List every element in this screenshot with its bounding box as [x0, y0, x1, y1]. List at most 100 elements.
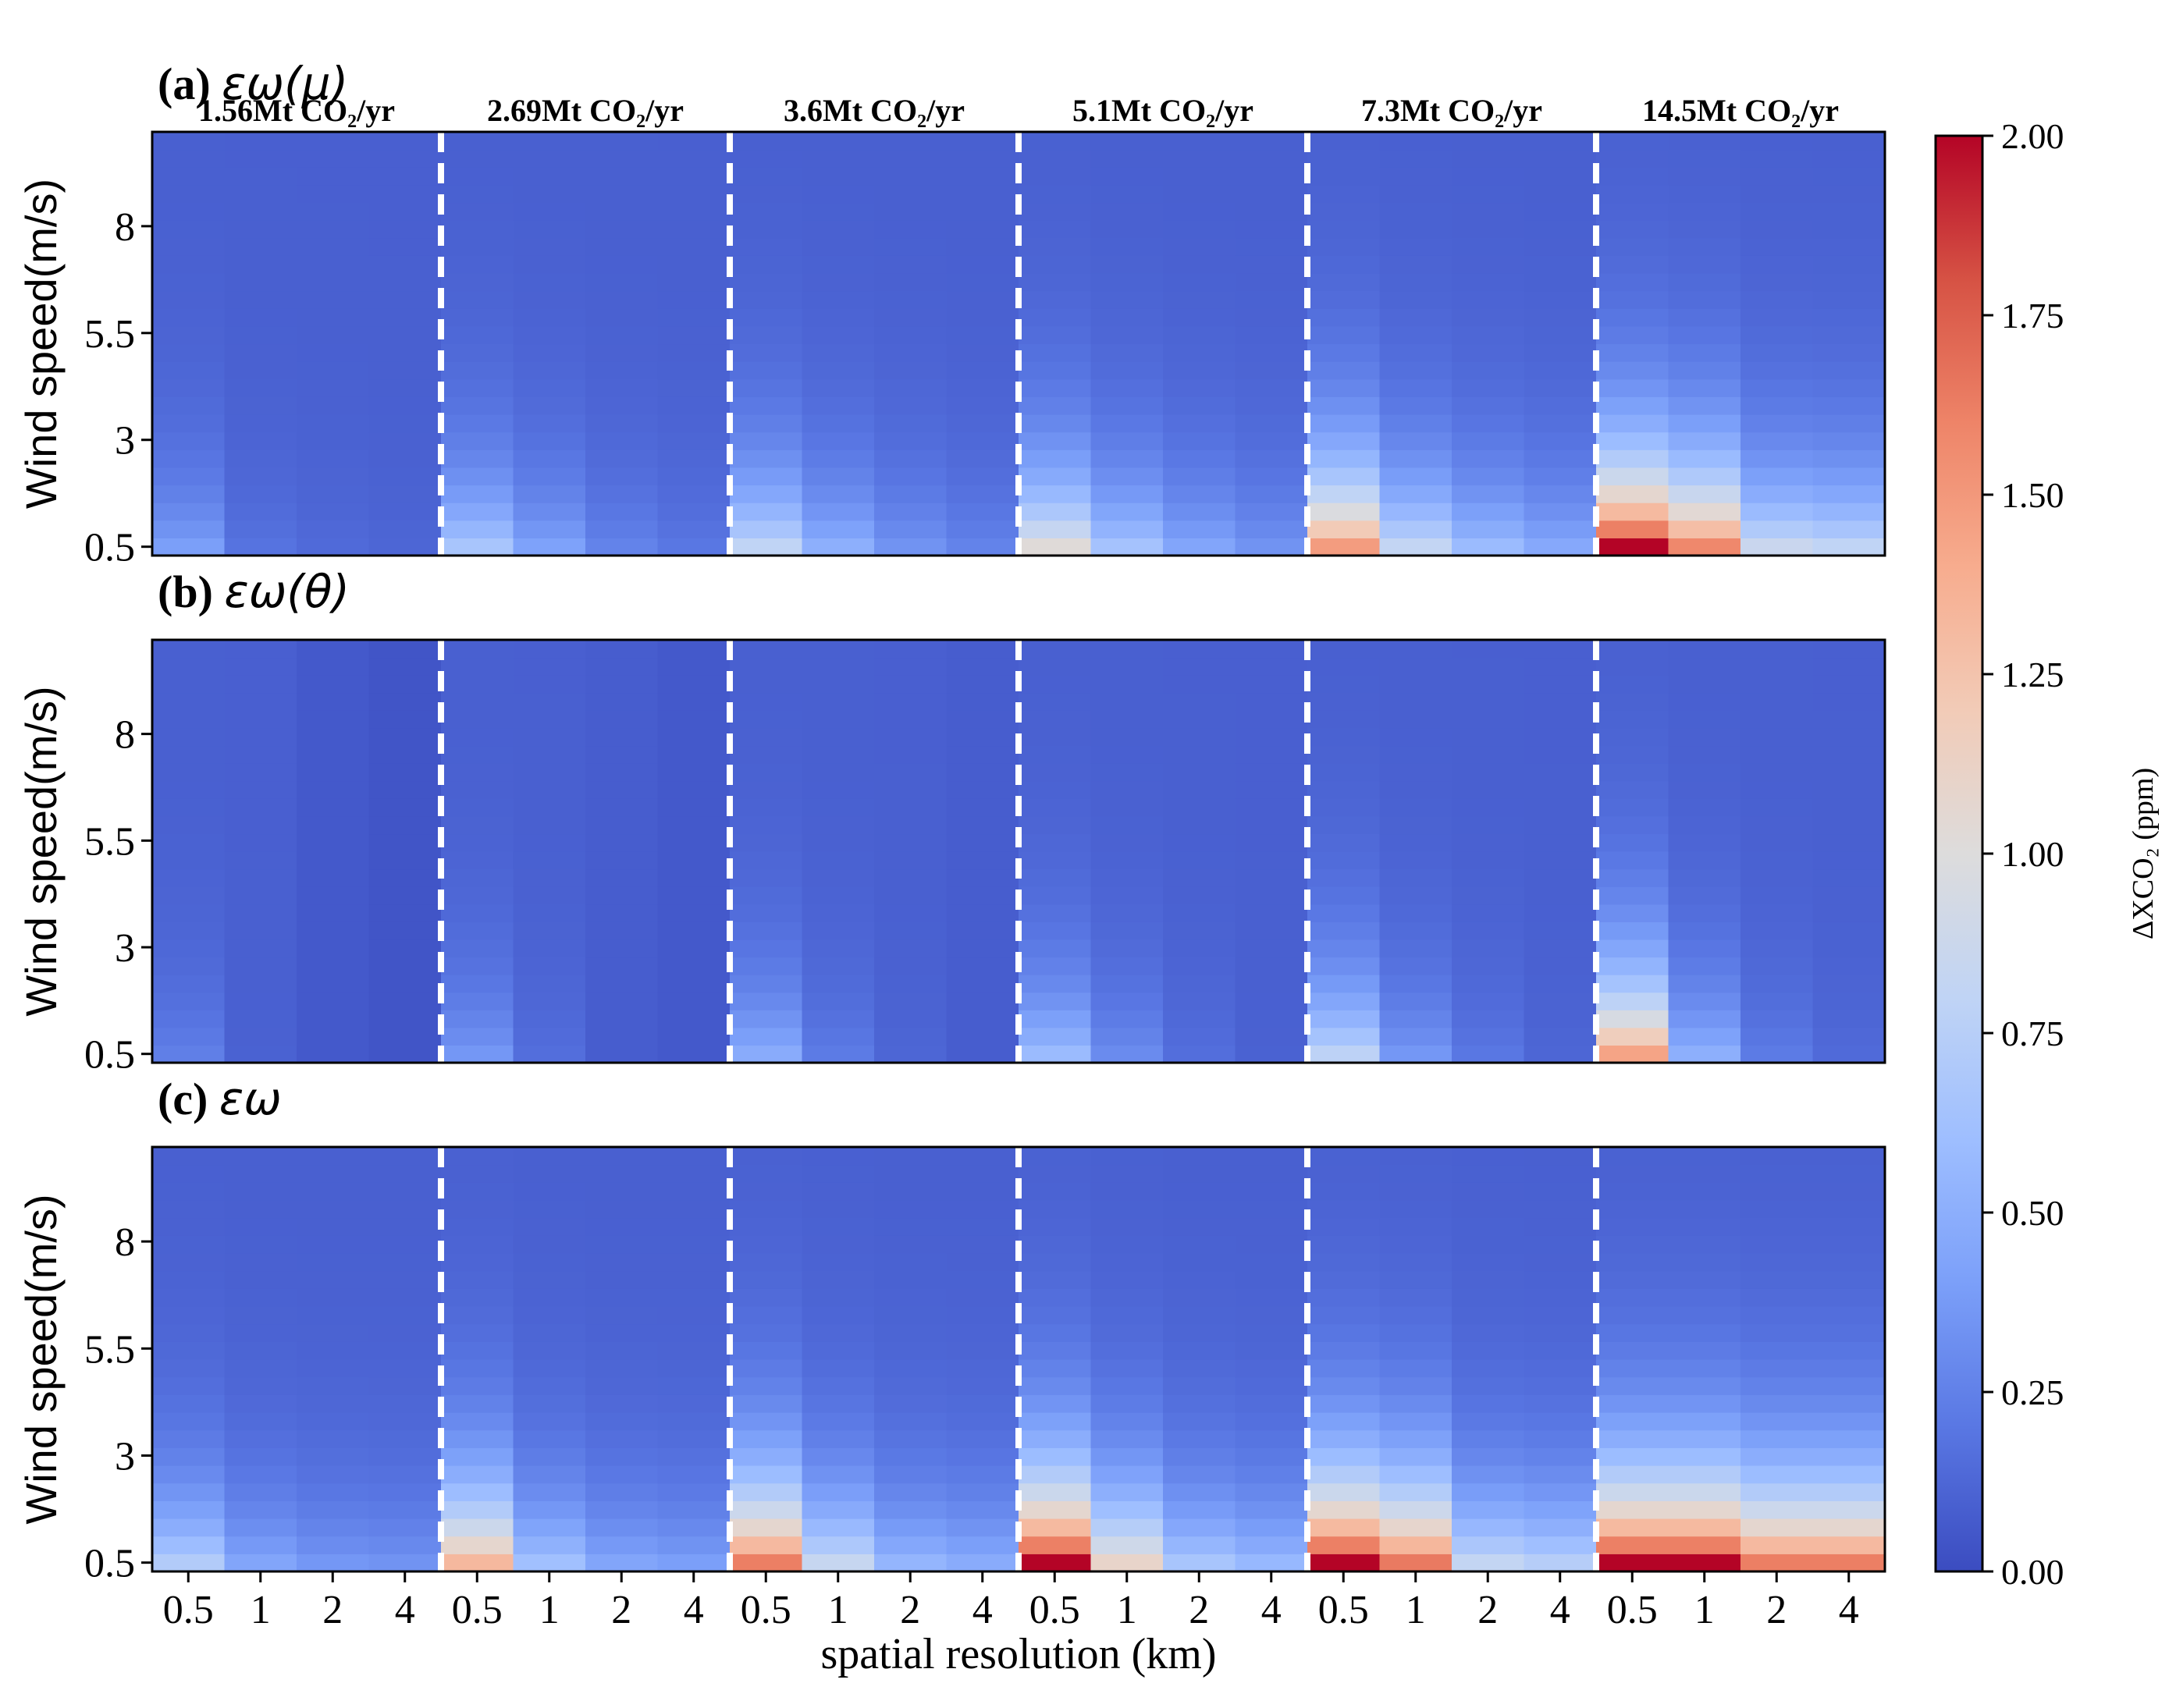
- heatmap-cell: [1596, 1270, 1669, 1289]
- heatmap-cell: [1235, 1010, 1308, 1028]
- heatmap-cell: [224, 202, 297, 221]
- heatmap-cell: [1524, 851, 1597, 870]
- heatmap-cell: [1379, 361, 1452, 380]
- heatmap-cell: [657, 449, 731, 468]
- heatmap-cell: [1596, 815, 1669, 835]
- heatmap-cell: [513, 975, 586, 993]
- heatmap-cell: [1235, 815, 1308, 835]
- heatmap-cell: [513, 921, 586, 940]
- heatmap-cell: [946, 1394, 1019, 1413]
- heatmap-cell: [802, 1554, 875, 1572]
- heatmap-cell: [1307, 290, 1381, 309]
- heatmap-cell: [224, 1288, 297, 1307]
- heatmap-cell: [802, 692, 875, 711]
- heatmap-cell: [1596, 1253, 1669, 1272]
- heatmap-cell: [1163, 1500, 1236, 1519]
- heatmap-cell: [1379, 640, 1452, 659]
- heatmap-cell: [224, 1376, 297, 1395]
- heatmap-cell: [1452, 431, 1525, 450]
- heatmap-cell: [1090, 290, 1164, 309]
- heatmap-cell: [224, 1010, 297, 1028]
- group-label: 7.3Mt CO₂/yr: [1361, 93, 1542, 128]
- heatmap-cell: [874, 308, 948, 327]
- heatmap-cell: [513, 1447, 586, 1466]
- heatmap-cell: [224, 414, 297, 433]
- colorbar-tick-label: 1.00: [2001, 834, 2064, 874]
- heatmap-cell: [1379, 1323, 1452, 1342]
- heatmap-cell: [297, 1235, 370, 1254]
- heatmap-cell: [1740, 992, 1814, 1010]
- heatmap-cell: [1163, 957, 1236, 975]
- heatmap-cell: [1090, 975, 1164, 993]
- y-tick-label: 0.5: [84, 526, 135, 570]
- heatmap-cell: [1019, 396, 1092, 415]
- heatmap-cell: [1812, 957, 1886, 975]
- heatmap-cell: [730, 1554, 803, 1572]
- heatmap-cell: [1452, 220, 1525, 239]
- heatmap-cell: [874, 1164, 948, 1183]
- heatmap-cell: [1307, 520, 1381, 538]
- heatmap-cell: [1379, 1465, 1452, 1484]
- x-tick-label: 4: [1839, 1588, 1859, 1632]
- heatmap-cell: [513, 1306, 586, 1325]
- heatmap-cell: [657, 502, 731, 521]
- heatmap-cell: [1090, 1288, 1164, 1307]
- heatmap-cell: [1740, 1027, 1814, 1046]
- heatmap-cell: [657, 485, 731, 503]
- heatmap-cell: [1740, 727, 1814, 747]
- heatmap-cell: [585, 675, 659, 694]
- heatmap-cell: [585, 361, 659, 380]
- heatmap-cell: [224, 467, 297, 486]
- heatmap-cell: [1019, 1412, 1092, 1431]
- heatmap-cell: [297, 1554, 370, 1572]
- heatmap-cell: [946, 710, 1019, 729]
- heatmap-cell: [874, 992, 948, 1010]
- heatmap-cell: [1379, 1518, 1452, 1537]
- heatmap-cell: [657, 1483, 731, 1501]
- heatmap-cell: [1090, 1323, 1164, 1342]
- heatmap-cell: [1524, 1447, 1597, 1466]
- heatmap-cell: [441, 1394, 514, 1413]
- heatmap-cell: [1740, 1447, 1814, 1466]
- heatmap-cell: [585, 538, 659, 556]
- heatmap-cell: [1163, 343, 1236, 362]
- heatmap-cell: [1524, 1429, 1597, 1448]
- heatmap-cell: [1235, 957, 1308, 975]
- heatmap-cell: [1090, 1200, 1164, 1219]
- heatmap-cell: [297, 1323, 370, 1342]
- heatmap-cell: [1740, 1412, 1814, 1431]
- heatmap-cell: [1812, 1483, 1886, 1501]
- heatmap-cell: [152, 868, 226, 887]
- heatmap-cell: [224, 255, 297, 274]
- heatmap-cell: [730, 1429, 803, 1448]
- heatmap-cell: [1307, 727, 1381, 747]
- heatmap-cell: [1019, 975, 1092, 993]
- heatmap-cell: [585, 710, 659, 729]
- heatmap-cell: [1452, 1270, 1525, 1289]
- heatmap-cell: [946, 1359, 1019, 1378]
- heatmap-cell: [1307, 1500, 1381, 1519]
- heatmap-cell: [1163, 361, 1236, 380]
- heatmap-cell: [1740, 904, 1814, 922]
- heatmap-cell: [1812, 798, 1886, 817]
- heatmap-cell: [1524, 692, 1597, 711]
- heatmap-cell: [152, 1323, 226, 1342]
- heatmap-cell: [368, 1164, 442, 1183]
- heatmap-cell: [513, 220, 586, 239]
- heatmap-cell: [297, 325, 370, 345]
- heatmap-cell: [441, 184, 514, 204]
- heatmap-cell: [802, 763, 875, 782]
- heatmap-cells: [152, 132, 1886, 556]
- heatmap-cell: [368, 975, 442, 993]
- heatmap-cell: [657, 833, 731, 852]
- heatmap-cell: [1379, 886, 1452, 905]
- heatmap-cell: [946, 1235, 1019, 1254]
- heatmap-cell: [1596, 502, 1669, 521]
- heatmap-cell: [1740, 449, 1814, 468]
- heatmap-cell: [1163, 1376, 1236, 1395]
- heatmap-cell: [946, 868, 1019, 887]
- heatmap-cell: [224, 361, 297, 380]
- heatmap-cell: [1524, 657, 1597, 676]
- heatmap-cell: [1379, 1164, 1452, 1183]
- heatmap-cell: [1812, 745, 1886, 764]
